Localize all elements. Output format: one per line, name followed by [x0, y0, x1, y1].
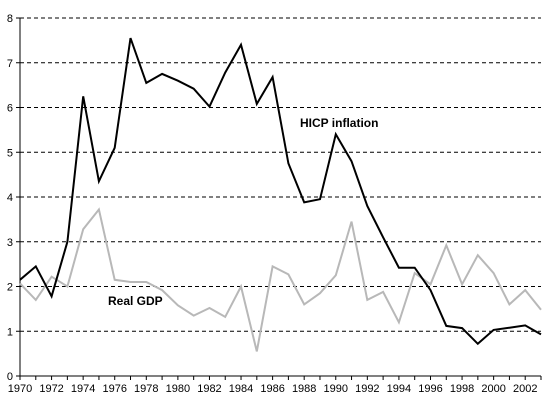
x-tick-label: 1982: [197, 383, 221, 395]
series-line-real-gdp: [19, 207, 542, 352]
x-tick-label: 1998: [450, 383, 474, 395]
series-line-hicp-inflation: [19, 37, 542, 346]
x-tick-label: 1990: [324, 383, 348, 395]
y-tick-label: 4: [7, 192, 13, 204]
x-tick-label: 1972: [39, 383, 63, 395]
x-ticks: 1970 1972 1974 1976 1978 1980 1982 1984 1986 1988…: [8, 376, 542, 395]
y-ticks: 0 1 2 3 4 5 6 7 8: [7, 13, 20, 383]
x-tick-label: 1970: [8, 383, 32, 395]
x-tick-label: 1986: [260, 383, 284, 395]
x-tick-label: 1984: [229, 383, 253, 395]
x-tick-label: 1992: [355, 383, 379, 395]
series-lines: [19, 37, 542, 352]
y-tick-label: 2: [7, 282, 13, 294]
x-tick-label: 2000: [481, 383, 505, 395]
series-label-hicp-inflation: HICP inflation: [300, 116, 378, 130]
y-tick-label: 3: [7, 237, 13, 249]
y-tick-label: 6: [7, 103, 13, 115]
y-tick-label: 0: [7, 371, 13, 383]
y-tick-label: 7: [7, 58, 13, 70]
x-tick-label: 1976: [102, 383, 126, 395]
x-tick-label: 1974: [71, 383, 95, 395]
x-tick-label: 1996: [418, 383, 442, 395]
y-tick-label: 8: [7, 13, 13, 25]
series-label-real-gdp: Real GDP: [108, 294, 163, 308]
x-tick-label: 1988: [292, 383, 316, 395]
x-tick-label: 1994: [387, 383, 411, 395]
x-tick-label: 1978: [134, 383, 158, 395]
x-tick-label: 1980: [166, 383, 190, 395]
x-tick-label: 2002: [513, 383, 537, 395]
y-tick-label: 1: [7, 326, 13, 338]
y-tick-label: 5: [7, 147, 13, 159]
